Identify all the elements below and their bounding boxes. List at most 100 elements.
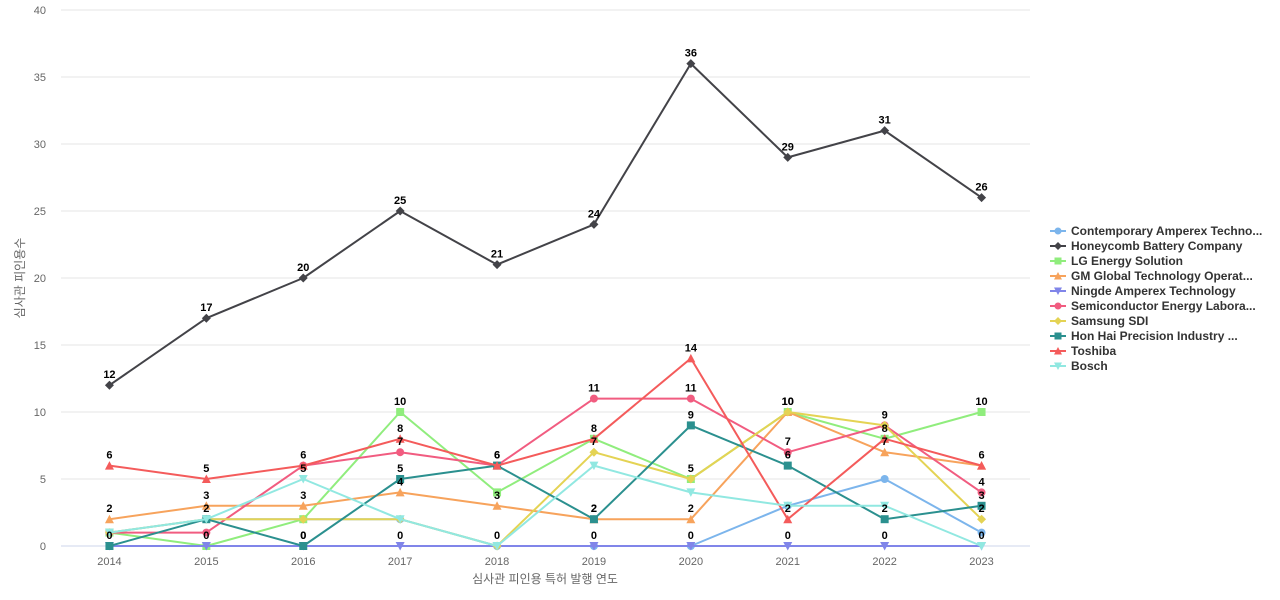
data-point[interactable] xyxy=(686,59,696,69)
data-point[interactable] xyxy=(783,448,792,457)
data-point[interactable] xyxy=(395,487,405,497)
data-label: 3 xyxy=(300,490,306,502)
data-point[interactable] xyxy=(395,515,405,524)
legend-item[interactable]: Honeycomb Battery Company xyxy=(1050,239,1243,253)
data-point[interactable] xyxy=(298,475,308,484)
data-point[interactable] xyxy=(298,273,308,283)
data-point[interactable] xyxy=(298,461,308,470)
data-point[interactable] xyxy=(202,528,211,537)
data-label: 2 xyxy=(106,503,112,515)
legend-item[interactable]: LG Energy Solution xyxy=(1050,254,1183,268)
data-point[interactable] xyxy=(298,514,308,524)
data-point[interactable] xyxy=(977,408,986,416)
data-point[interactable] xyxy=(492,542,502,551)
legend-marker xyxy=(1054,227,1062,235)
legend-item[interactable]: GM Global Technology Operat... xyxy=(1050,269,1253,283)
data-point[interactable] xyxy=(589,219,599,229)
data-point[interactable] xyxy=(686,353,696,363)
data-point[interactable] xyxy=(977,501,986,510)
series-lines xyxy=(104,59,987,551)
data-point[interactable] xyxy=(589,434,599,443)
data-point[interactable] xyxy=(880,447,890,457)
data-point[interactable] xyxy=(686,421,695,430)
x-tick-label: 2019 xyxy=(582,556,606,568)
legend-item[interactable]: Contemporary Amperex Techno... xyxy=(1050,224,1262,238)
data-point[interactable] xyxy=(589,394,598,403)
data-label: 0 xyxy=(882,530,888,542)
data-label: 2 xyxy=(688,503,694,515)
data-point[interactable] xyxy=(589,461,599,471)
data-point[interactable] xyxy=(880,501,890,511)
data-point[interactable] xyxy=(298,501,308,510)
data-point[interactable] xyxy=(686,514,696,524)
data-label: 12 xyxy=(103,369,115,381)
data-point[interactable] xyxy=(880,420,890,430)
data-label: 0 xyxy=(397,530,403,542)
data-point[interactable] xyxy=(783,407,793,417)
data-point[interactable] xyxy=(395,206,405,216)
data-point[interactable] xyxy=(493,488,502,497)
data-point[interactable] xyxy=(880,475,889,483)
data-point[interactable] xyxy=(783,461,792,470)
data-point[interactable] xyxy=(396,448,405,457)
data-point[interactable] xyxy=(880,434,890,443)
data-point[interactable] xyxy=(783,514,793,524)
legend-item[interactable]: Toshiba xyxy=(1050,344,1116,358)
legend-label: Bosch xyxy=(1071,359,1108,373)
data-point[interactable] xyxy=(686,474,696,484)
data-point[interactable] xyxy=(105,542,114,550)
data-label: 14 xyxy=(685,342,698,354)
data-point[interactable] xyxy=(299,542,308,550)
data-label: 7 xyxy=(397,436,403,448)
y-tick-label: 25 xyxy=(34,206,46,218)
data-label: 5 xyxy=(203,463,209,475)
data-point[interactable] xyxy=(104,380,114,390)
data-point[interactable] xyxy=(880,542,890,551)
data-point[interactable] xyxy=(396,408,405,416)
data-point[interactable] xyxy=(686,542,696,551)
data-point[interactable] xyxy=(977,528,986,537)
data-point[interactable] xyxy=(686,488,696,497)
legend-label: LG Energy Solution xyxy=(1071,254,1183,268)
data-point[interactable] xyxy=(783,152,793,162)
data-label: 2 xyxy=(591,503,597,515)
data-point[interactable] xyxy=(977,542,987,551)
legend-item[interactable]: Hon Hai Precision Industry ... xyxy=(1050,329,1238,343)
data-point[interactable] xyxy=(589,515,598,524)
data-label: 36 xyxy=(685,48,697,60)
data-point[interactable] xyxy=(201,515,211,524)
data-label: 24 xyxy=(588,208,601,220)
data-point[interactable] xyxy=(492,461,502,470)
data-point[interactable] xyxy=(396,475,405,483)
data-point[interactable] xyxy=(977,514,987,524)
data-point[interactable] xyxy=(880,515,889,524)
data-point[interactable] xyxy=(977,461,987,470)
data-point[interactable] xyxy=(104,461,114,470)
legend-item[interactable]: Semiconductor Energy Labora... xyxy=(1050,299,1256,313)
data-point[interactable] xyxy=(686,394,695,403)
data-label: 5 xyxy=(688,463,694,475)
data-point[interactable] xyxy=(395,434,405,443)
y-tick-label: 5 xyxy=(40,474,46,486)
data-point[interactable] xyxy=(977,193,987,203)
data-point[interactable] xyxy=(201,542,211,551)
data-point[interactable] xyxy=(201,474,211,484)
data-point[interactable] xyxy=(492,260,502,270)
data-point[interactable] xyxy=(104,514,114,524)
data-label: 6 xyxy=(978,450,984,462)
data-point[interactable] xyxy=(783,501,793,511)
legend-item[interactable]: Samsung SDI xyxy=(1050,314,1148,328)
legend-item[interactable]: Ningde Amperex Technology xyxy=(1050,284,1236,298)
data-point[interactable] xyxy=(492,501,502,510)
legend-item[interactable]: Bosch xyxy=(1050,359,1108,373)
data-point[interactable] xyxy=(395,542,405,551)
data-point[interactable] xyxy=(589,447,599,457)
data-point[interactable] xyxy=(201,501,211,510)
data-point[interactable] xyxy=(977,488,986,497)
data-point[interactable] xyxy=(783,542,793,551)
data-label: 8 xyxy=(397,423,403,435)
data-point[interactable] xyxy=(589,542,599,551)
data-point[interactable] xyxy=(201,313,211,323)
data-point[interactable] xyxy=(880,126,890,136)
data-point[interactable] xyxy=(104,528,114,538)
